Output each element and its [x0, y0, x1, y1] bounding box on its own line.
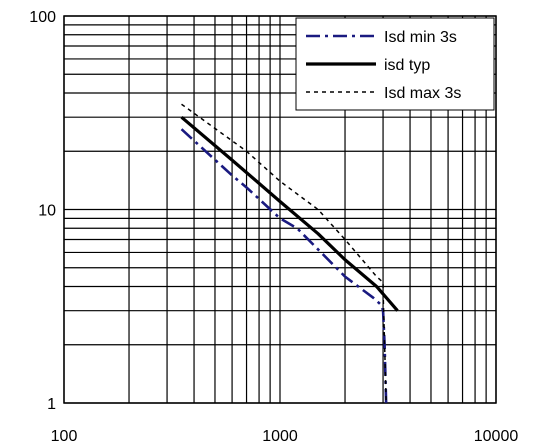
series-line-2	[181, 103, 387, 404]
y-tick-label: 1	[47, 396, 56, 413]
x-tick-label: 1000	[262, 428, 298, 445]
y-axis-ticks: 1 10 100	[29, 9, 56, 413]
plot-frame	[63, 15, 497, 404]
y-tick-label: 100	[29, 9, 56, 26]
legend-label: Isd max 3s	[384, 85, 461, 102]
x-tick-label: 10000	[474, 428, 519, 445]
x-tick-label: 100	[51, 428, 78, 445]
series-line-1	[180, 115, 399, 312]
series-layer	[180, 103, 399, 404]
legend-label: Isd min 3s	[384, 29, 457, 46]
x-axis-ticks: 100 1000 10000	[51, 428, 519, 445]
series-line-0	[180, 128, 388, 404]
legend: Isd min 3s isd typ Isd max 3s	[295, 17, 495, 111]
legend-label: isd typ	[384, 57, 430, 74]
y-tick-label: 10	[38, 203, 56, 220]
